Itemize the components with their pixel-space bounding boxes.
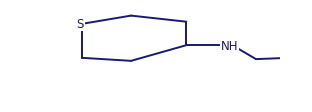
- Text: S: S: [76, 18, 84, 31]
- Text: NH: NH: [221, 39, 238, 52]
